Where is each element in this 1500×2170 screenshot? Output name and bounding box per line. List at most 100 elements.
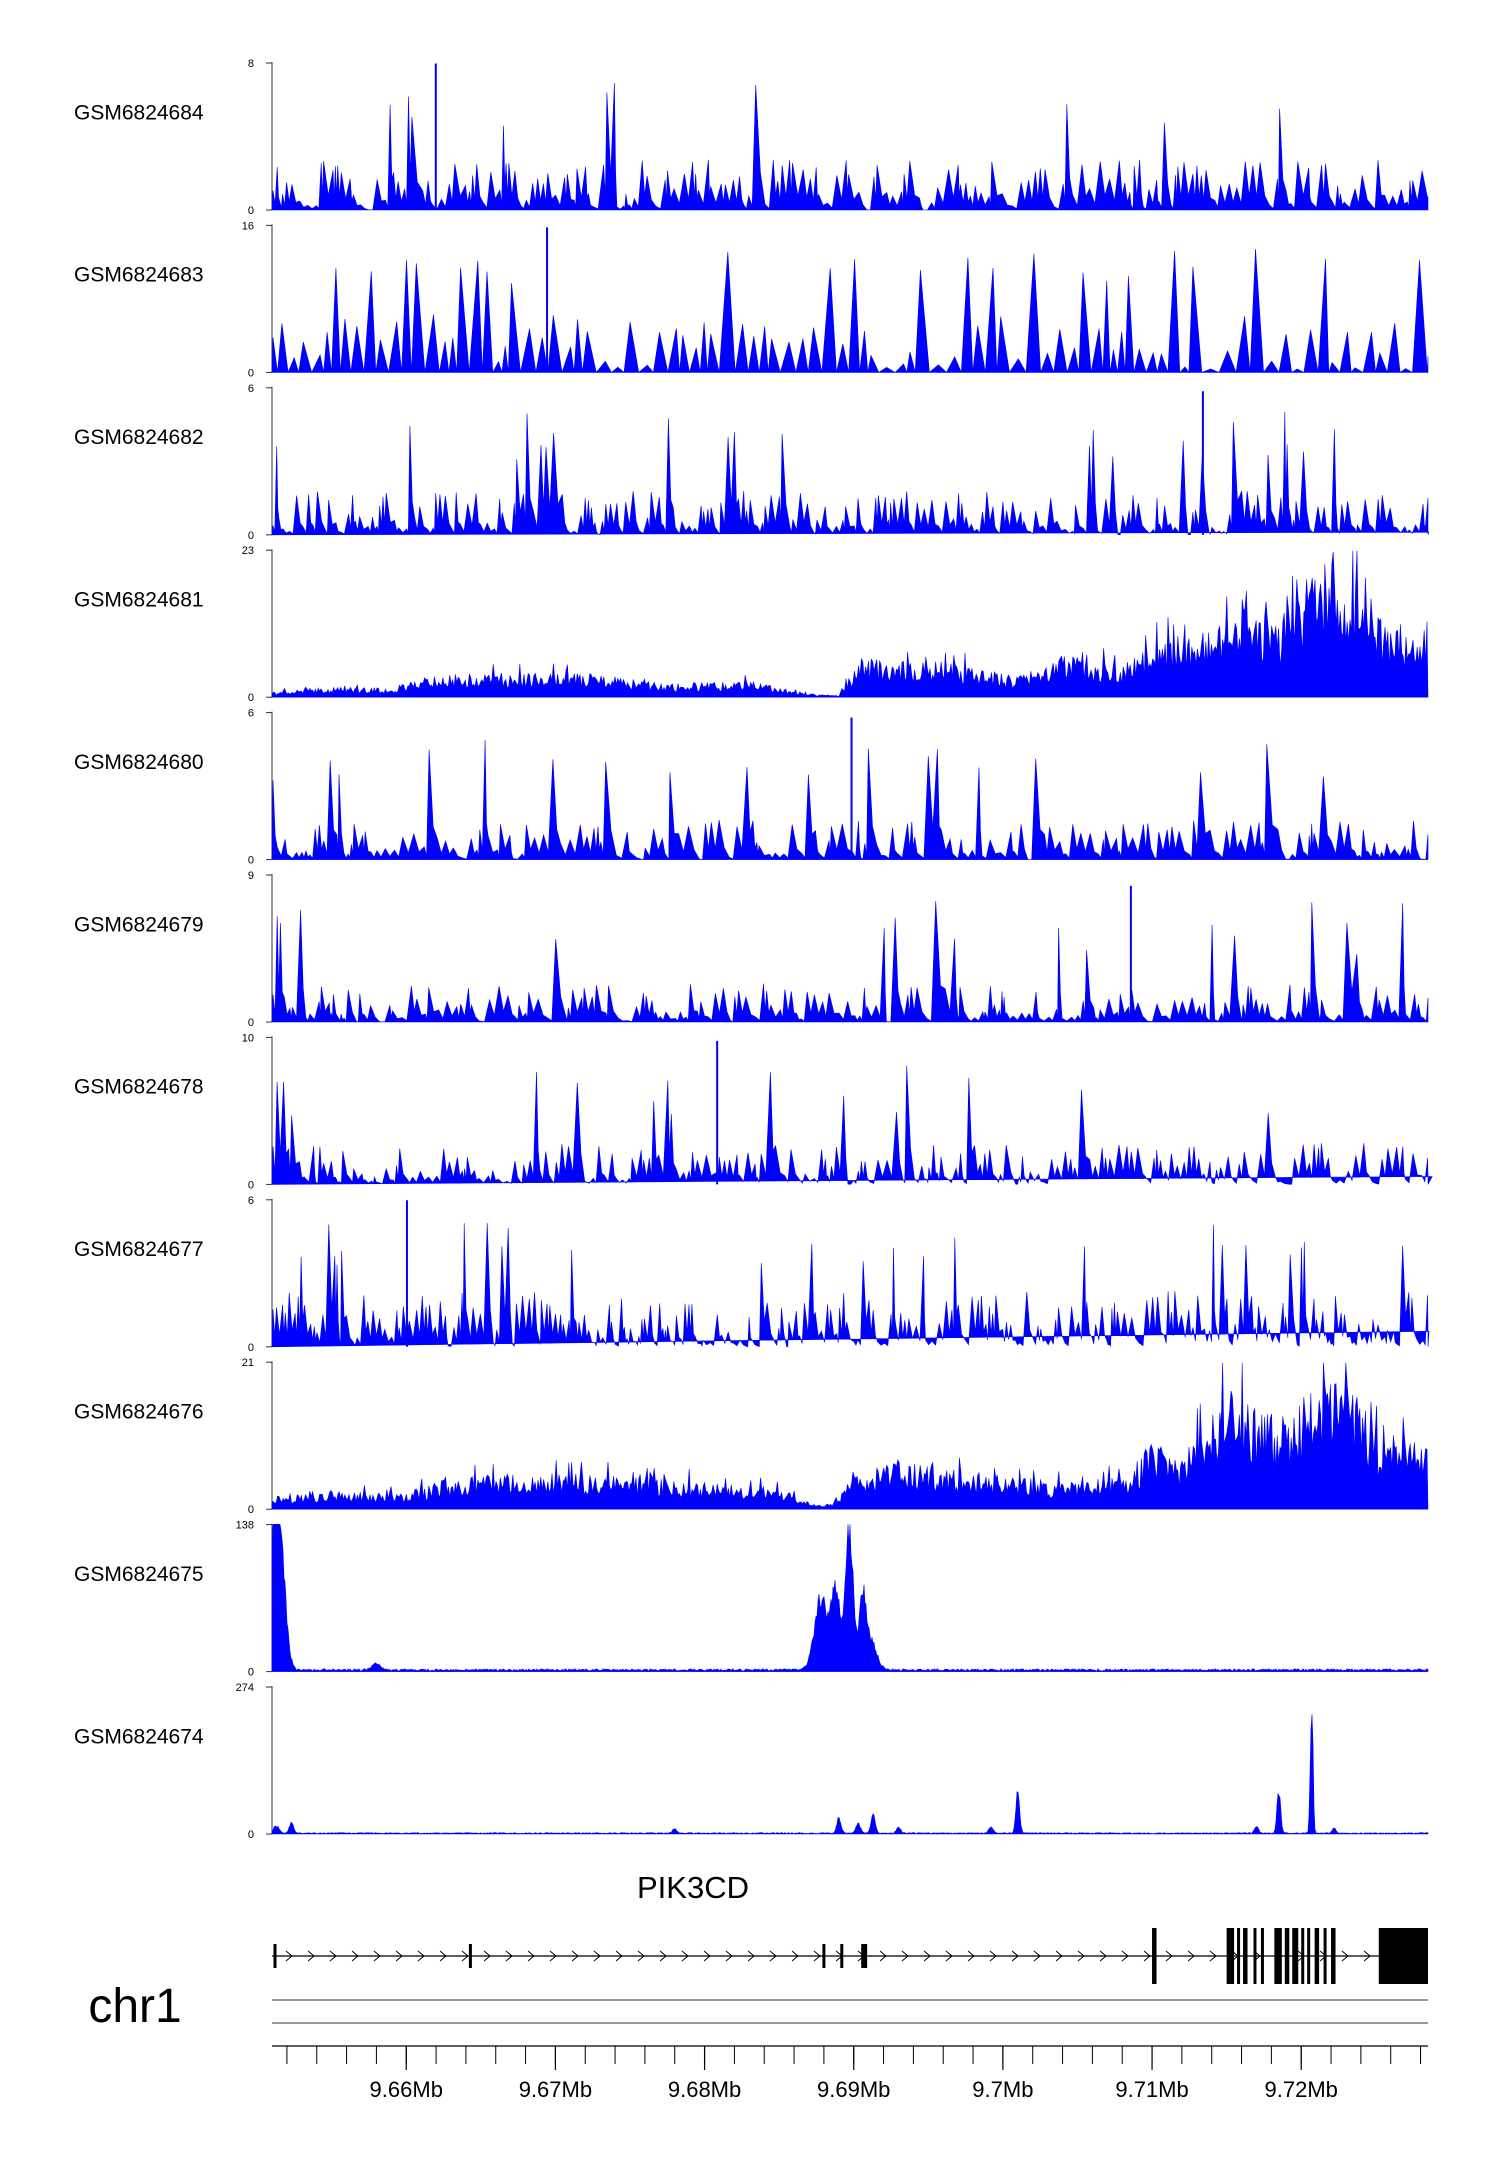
y-max-label: 9 bbox=[248, 870, 254, 882]
strand-arrow bbox=[703, 1950, 711, 1962]
track-GSM6824681: GSM6824681 23 0 bbox=[74, 545, 1429, 704]
track-label: GSM6824677 bbox=[74, 1238, 204, 1261]
strand-arrow bbox=[1055, 1950, 1063, 1962]
coverage-area bbox=[271, 1524, 1429, 1672]
strand-arrow bbox=[681, 1950, 689, 1962]
coding-exon bbox=[1378, 1928, 1428, 1984]
track-label: GSM6824679 bbox=[74, 913, 204, 936]
coverage-area bbox=[271, 901, 1429, 1023]
gene-annotation-track: PIK3CD bbox=[272, 1870, 1428, 1984]
coverage-area bbox=[271, 1714, 1429, 1835]
axis-tick-label: 9.66Mb bbox=[370, 2077, 443, 2102]
strand-arrow bbox=[901, 1950, 909, 1962]
track-label: GSM6824676 bbox=[74, 1400, 204, 1423]
strand-arrow bbox=[791, 1950, 799, 1962]
strand-arrow bbox=[1077, 1950, 1085, 1962]
coding-exon bbox=[1260, 1928, 1264, 1984]
genome-axis: chr1 9.66Mb 9.67Mb 9.68Mb 9.69Mb 9.7Mb 9.71Mb… bbox=[88, 1980, 1428, 2102]
y-min-label: 0 bbox=[248, 692, 254, 704]
strand-arrow bbox=[483, 1950, 491, 1962]
track-label: GSM6824675 bbox=[74, 1563, 204, 1586]
coverage-area bbox=[271, 82, 1429, 211]
gene-label: PIK3CD bbox=[637, 1870, 749, 1905]
axis-tick-label: 9.68Mb bbox=[668, 2077, 741, 2102]
track-label: GSM6824680 bbox=[74, 751, 204, 774]
strand-arrow bbox=[1363, 1950, 1371, 1962]
y-min-label: 0 bbox=[248, 1667, 254, 1679]
strand-arrow bbox=[285, 1950, 293, 1962]
coding-exon bbox=[1253, 1928, 1257, 1984]
coding-exon bbox=[1314, 1928, 1320, 1984]
coverage-area bbox=[271, 248, 1429, 374]
y-max-label: 16 bbox=[242, 220, 254, 232]
coding-exon bbox=[1237, 1928, 1241, 1984]
track-label: GSM6824684 bbox=[74, 101, 204, 124]
y-min-label: 0 bbox=[248, 205, 254, 217]
coverage-area bbox=[271, 740, 1429, 860]
strand-arrow bbox=[549, 1950, 557, 1962]
track-label: GSM6824681 bbox=[74, 588, 204, 611]
y-min-label: 0 bbox=[248, 1829, 254, 1841]
track-GSM6824682: GSM6824682 6 0 bbox=[74, 383, 1430, 542]
y-min-label: 0 bbox=[248, 1504, 254, 1516]
track-GSM6824675: GSM6824675 138 0 bbox=[74, 1520, 1429, 1679]
y-max-label: 138 bbox=[236, 1520, 254, 1532]
utr-exon bbox=[822, 1944, 826, 1968]
coding-exon bbox=[1323, 1928, 1327, 1984]
coding-exon bbox=[1243, 1928, 1248, 1984]
strand-arrow bbox=[1209, 1950, 1217, 1962]
strand-arrow bbox=[1033, 1950, 1041, 1962]
coverage-area bbox=[271, 1362, 1429, 1510]
strand-arrow bbox=[351, 1950, 359, 1962]
y-max-label: 6 bbox=[248, 708, 254, 720]
utr-exon bbox=[273, 1944, 277, 1968]
strand-arrow bbox=[1121, 1950, 1129, 1962]
track-GSM6824680: GSM6824680 6 0 bbox=[74, 708, 1429, 867]
strand-arrow bbox=[989, 1950, 997, 1962]
strand-arrow bbox=[1143, 1950, 1151, 1962]
y-min-label: 0 bbox=[248, 1342, 254, 1354]
track-GSM6824683: GSM6824683 16 0 bbox=[74, 220, 1429, 379]
strand-arrow bbox=[593, 1950, 601, 1962]
strand-arrow bbox=[1165, 1950, 1173, 1962]
strand-arrow bbox=[439, 1950, 447, 1962]
y-min-label: 0 bbox=[248, 367, 254, 379]
track-GSM6824679: GSM6824679 9 0 bbox=[74, 870, 1429, 1029]
track-label: GSM6824678 bbox=[74, 1076, 204, 1099]
y-max-label: 274 bbox=[236, 1682, 254, 1694]
y-max-label: 6 bbox=[248, 383, 254, 395]
y-max-label: 10 bbox=[242, 1032, 254, 1044]
strand-arrow bbox=[461, 1950, 469, 1962]
axis-tick-label: 9.67Mb bbox=[519, 2077, 592, 2102]
axis-tick-label: 9.7Mb bbox=[972, 2077, 1033, 2102]
strand-arrow bbox=[659, 1950, 667, 1962]
y-max-label: 6 bbox=[248, 1195, 254, 1207]
strand-arrow bbox=[373, 1950, 381, 1962]
strand-arrow bbox=[923, 1950, 931, 1962]
strand-arrow bbox=[417, 1950, 425, 1962]
coding-exon bbox=[1226, 1928, 1235, 1984]
coverage-area bbox=[271, 1065, 1433, 1185]
strand-arrow bbox=[879, 1950, 887, 1962]
coding-exon bbox=[1331, 1928, 1336, 1984]
strand-arrow bbox=[725, 1950, 733, 1962]
coverage-area bbox=[271, 1223, 1430, 1348]
strand-arrow bbox=[813, 1950, 821, 1962]
y-max-label: 21 bbox=[242, 1357, 254, 1369]
coding-exon bbox=[1301, 1928, 1305, 1984]
chromosome-label: chr1 bbox=[88, 1980, 181, 2033]
utr-exon bbox=[468, 1944, 472, 1968]
strand-arrow bbox=[945, 1950, 953, 1962]
coverage-tracks: GSM682468480GSM6824683160GSM682468260GSM… bbox=[74, 58, 1433, 1841]
axis-tick-label: 9.69Mb bbox=[817, 2077, 890, 2102]
strand-arrow bbox=[1011, 1950, 1019, 1962]
strand-arrow bbox=[505, 1950, 513, 1962]
utr-exon bbox=[840, 1944, 844, 1968]
strand-arrow bbox=[1099, 1950, 1107, 1962]
coding-exon bbox=[1284, 1928, 1290, 1984]
track-GSM6824678: GSM6824678 10 0 bbox=[74, 1032, 1433, 1191]
axis-tick-label: 9.71Mb bbox=[1115, 2077, 1188, 2102]
strand-arrow bbox=[769, 1950, 777, 1962]
utr-exon bbox=[861, 1944, 868, 1968]
track-GSM6824674: GSM6824674 274 0 bbox=[74, 1682, 1429, 1841]
